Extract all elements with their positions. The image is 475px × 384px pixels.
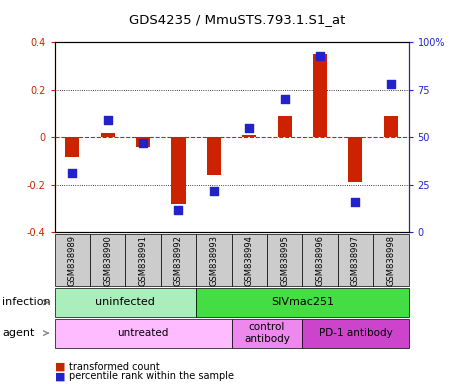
Bar xyxy=(207,137,221,175)
Text: GSM838992: GSM838992 xyxy=(174,235,183,286)
Text: GSM838991: GSM838991 xyxy=(139,235,148,286)
Point xyxy=(387,81,395,87)
Text: infection: infection xyxy=(2,297,51,308)
Point xyxy=(281,96,288,103)
Bar xyxy=(90,234,125,286)
Text: GSM838995: GSM838995 xyxy=(280,235,289,286)
Bar xyxy=(101,132,115,137)
Bar xyxy=(348,137,362,182)
Bar xyxy=(277,116,292,137)
Text: agent: agent xyxy=(2,328,35,338)
Text: GSM838997: GSM838997 xyxy=(351,235,360,286)
Bar xyxy=(242,135,256,137)
Bar xyxy=(232,234,267,286)
Text: SIVmac251: SIVmac251 xyxy=(271,297,334,308)
Bar xyxy=(338,234,373,286)
Bar xyxy=(125,234,161,286)
Text: GSM838994: GSM838994 xyxy=(245,235,254,286)
Text: GSM838990: GSM838990 xyxy=(103,235,112,286)
Point xyxy=(246,125,253,131)
Bar xyxy=(232,319,302,348)
Bar xyxy=(65,137,79,157)
Bar xyxy=(55,288,196,317)
Bar xyxy=(196,234,232,286)
Point xyxy=(175,207,182,213)
Bar xyxy=(171,137,186,204)
Bar xyxy=(55,234,90,286)
Text: ■: ■ xyxy=(55,371,65,381)
Text: GSM838993: GSM838993 xyxy=(209,235,218,286)
Bar xyxy=(55,319,232,348)
Bar xyxy=(302,319,408,348)
Point xyxy=(139,140,147,146)
Point xyxy=(352,199,359,205)
Point xyxy=(68,170,76,177)
Bar xyxy=(136,137,150,147)
Bar xyxy=(267,234,303,286)
Bar xyxy=(384,116,398,137)
Bar xyxy=(373,234,408,286)
Bar xyxy=(302,234,338,286)
Bar xyxy=(196,288,408,317)
Point xyxy=(210,187,218,194)
Bar xyxy=(313,54,327,137)
Text: PD-1 antibody: PD-1 antibody xyxy=(319,328,392,338)
Text: uninfected: uninfected xyxy=(95,297,155,308)
Bar xyxy=(161,234,196,286)
Text: GDS4235 / MmuSTS.793.1.S1_at: GDS4235 / MmuSTS.793.1.S1_at xyxy=(129,13,346,26)
Text: ■: ■ xyxy=(55,362,65,372)
Text: GSM838996: GSM838996 xyxy=(315,235,324,286)
Text: GSM838989: GSM838989 xyxy=(68,235,77,286)
Text: transformed count: transformed count xyxy=(69,362,160,372)
Text: control
antibody: control antibody xyxy=(244,322,290,344)
Point xyxy=(316,53,324,59)
Text: GSM838998: GSM838998 xyxy=(386,235,395,286)
Text: percentile rank within the sample: percentile rank within the sample xyxy=(69,371,234,381)
Text: untreated: untreated xyxy=(117,328,169,338)
Point xyxy=(104,117,112,123)
